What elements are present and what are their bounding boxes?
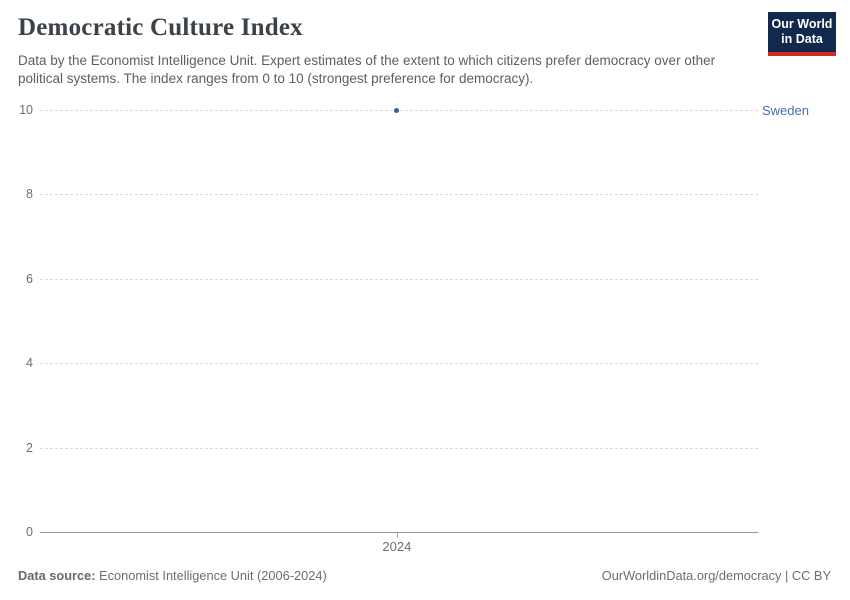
- y-tick-label-10: 10: [19, 103, 33, 117]
- chart-title: Democratic Culture Index: [18, 14, 303, 41]
- y-tick-label-4: 4: [26, 356, 33, 371]
- data-source-label: Data source:: [18, 568, 96, 583]
- data-source-text: Economist Intelligence Unit (2006-2024): [95, 568, 327, 583]
- owid-logo-line1: Our World: [771, 17, 833, 31]
- owid-logo[interactable]: Our World in Data: [768, 12, 836, 56]
- chart-subtitle: Data by the Economist Intelligence Unit.…: [18, 53, 716, 86]
- x-tick-mark-2024: [396, 533, 398, 538]
- gridline-y-0: [40, 532, 758, 533]
- gridline-y-4: [40, 363, 758, 365]
- x-tick-label-2024: 2024: [382, 539, 412, 554]
- y-tick-label-6: 6: [26, 271, 33, 286]
- footer: Data source: Economist Intelligence Unit…: [18, 568, 831, 583]
- y-axis-labels: 0 2 4 6 8 10: [0, 103, 33, 539]
- gridline-y-8: [40, 194, 758, 196]
- gridline-y-2: [40, 447, 758, 449]
- attribution-link[interactable]: OurWorldinData.org/democracy | CC BY: [601, 568, 831, 583]
- y-tick-label-2: 2: [26, 440, 33, 455]
- plot-area: [40, 107, 758, 533]
- series-label-sweden[interactable]: Sweden: [762, 103, 809, 118]
- owid-logo-text: Our World in Data: [768, 12, 836, 52]
- gridline-y-6: [40, 278, 758, 280]
- owid-logo-stripe: [768, 52, 836, 56]
- data-source: Data source: Economist Intelligence Unit…: [18, 568, 327, 583]
- y-tick-label-0: 0: [26, 525, 33, 539]
- owid-logo-line2: in Data: [781, 32, 823, 46]
- data-point-sweden-2024[interactable]: [394, 107, 400, 113]
- y-tick-label-8: 8: [26, 187, 33, 202]
